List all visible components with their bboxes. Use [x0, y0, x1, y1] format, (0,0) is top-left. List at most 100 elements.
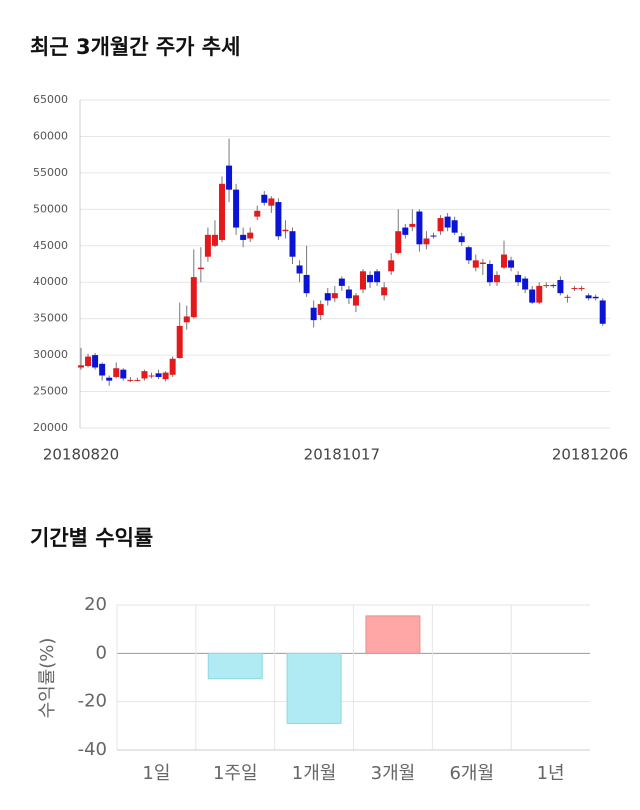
candle-body [162, 372, 169, 380]
candle-body [120, 369, 127, 379]
candle-body [226, 165, 233, 190]
candle-body [395, 231, 402, 254]
candle-body [571, 288, 578, 290]
candle-body [233, 189, 240, 228]
candle-body [479, 262, 486, 264]
candle-body [388, 260, 395, 272]
candle-body [169, 358, 176, 375]
candle-body [564, 296, 571, 298]
x-tick-label: 20181017 [304, 446, 380, 464]
y-tick-label: 20 [84, 594, 107, 615]
candle-body [536, 285, 543, 303]
y-tick-label: 40000 [33, 275, 68, 288]
candle-body [345, 289, 352, 299]
candle-body [416, 211, 423, 245]
candle-body [374, 271, 381, 283]
candle-body [134, 379, 141, 381]
candle-body [360, 271, 366, 290]
y-tick-label: 30000 [33, 348, 68, 361]
y-tick-label: -40 [78, 739, 107, 760]
candle-body [261, 194, 268, 203]
y-tick-label: 60000 [33, 129, 68, 142]
candle-body [275, 202, 282, 237]
candle-body [141, 371, 148, 379]
y-tick-label: 35000 [33, 312, 68, 325]
candle-body [430, 235, 437, 237]
x-tick-label: 3개월 [371, 763, 416, 784]
bar [365, 615, 421, 654]
candle-body [402, 227, 409, 235]
candle-body [296, 265, 303, 274]
candle-body [472, 260, 479, 268]
candle-body [268, 198, 275, 206]
x-tick-label: 1일 [142, 763, 170, 784]
bar [207, 652, 263, 680]
candle-body [599, 300, 606, 324]
candle-body [550, 285, 557, 287]
candle-body [423, 238, 430, 245]
candle-body [303, 274, 310, 294]
candle-body [585, 295, 592, 299]
y-tick-label: 55000 [33, 166, 68, 179]
candle-body [92, 355, 99, 368]
x-tick-label: 20180820 [43, 446, 119, 464]
candle-body [282, 229, 289, 232]
candle-body [155, 373, 162, 377]
candle-body [381, 287, 388, 296]
candle-body [240, 234, 247, 240]
candle-body [338, 278, 345, 286]
candle-body [254, 210, 261, 217]
candle-body [501, 254, 507, 268]
candle-body [529, 289, 536, 303]
y-tick-label: 45000 [33, 239, 68, 252]
candle-body [106, 377, 113, 381]
x-tick-label: 6개월 [449, 763, 494, 784]
candle-body [522, 278, 529, 290]
x-tick-label: 20181206 [552, 446, 628, 464]
y-tick-label: 65000 [33, 93, 68, 106]
candle-body [85, 356, 92, 367]
candle-body [458, 236, 465, 243]
candle-body [331, 293, 338, 299]
candle-body [317, 304, 324, 316]
x-tick-label: 1년 [537, 763, 565, 784]
candle-body [515, 274, 522, 283]
bar [286, 652, 342, 724]
y-tick-label: -20 [78, 691, 107, 712]
candle-body [211, 234, 218, 246]
candle-body [324, 293, 331, 301]
candle-body [465, 247, 472, 261]
y-axis-label: 수익률(%) [37, 638, 58, 719]
candle-body [352, 295, 359, 306]
candle-body [578, 288, 585, 290]
candle-body [99, 363, 106, 376]
x-tick-label: 1개월 [292, 763, 337, 784]
candle-body [176, 325, 183, 359]
candle-body [409, 223, 416, 227]
y-tick-label: 50000 [33, 202, 68, 215]
candle-body [557, 280, 564, 294]
candle-body [113, 368, 120, 377]
y-tick-label: 20000 [33, 421, 68, 434]
candle-body [508, 260, 515, 268]
y-tick-label: 0 [96, 642, 107, 663]
candle-body [493, 274, 500, 283]
y-tick-label: 25000 [33, 385, 68, 398]
candle-body [592, 296, 599, 299]
candle-body [310, 307, 317, 321]
candle-body [78, 365, 84, 368]
candle-body [197, 267, 204, 270]
candle-body [148, 375, 155, 377]
candle-body [367, 274, 374, 283]
candle-body [486, 264, 493, 283]
candle-body [247, 232, 254, 239]
candle-body [190, 277, 197, 318]
x-tick-label: 1주일 [213, 763, 258, 784]
candle-body [183, 316, 190, 323]
chart-title: 기간별 수익률 [30, 526, 153, 550]
candle-body [451, 220, 458, 233]
candle-body [127, 379, 134, 381]
candle-body [289, 231, 296, 257]
candle-body [437, 218, 444, 232]
